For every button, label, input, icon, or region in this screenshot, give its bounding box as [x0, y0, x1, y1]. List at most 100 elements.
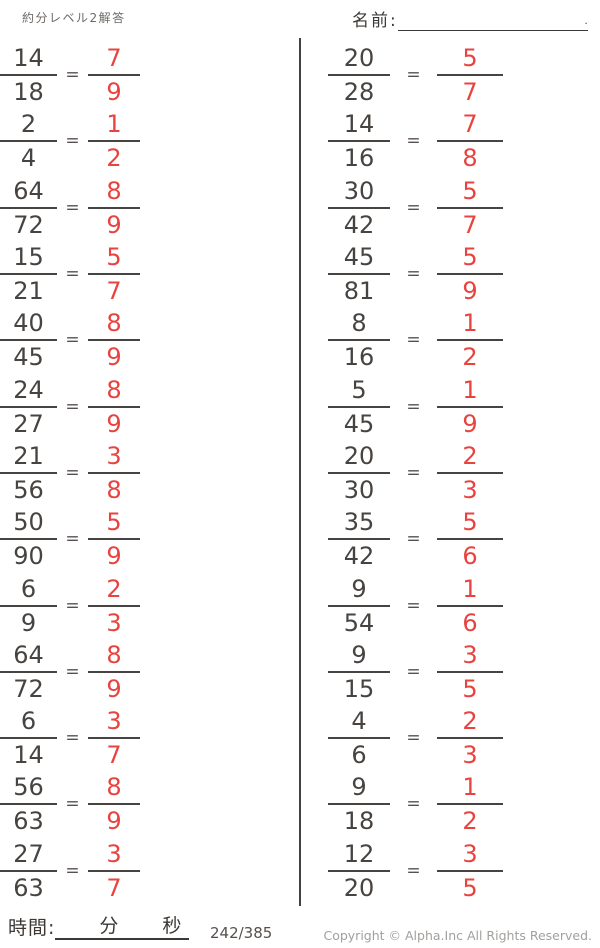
answer-numerator: 3	[88, 841, 140, 872]
copyright-notice: Copyright © Alpha.Inc All Rights Reserve…	[323, 928, 592, 943]
answer-numerator: 1	[437, 576, 503, 607]
answer-denominator: 3	[106, 608, 122, 637]
answer-numerator: 1	[88, 111, 140, 143]
name-label: 名前:	[352, 11, 398, 31]
question-fraction: 12 20	[328, 841, 390, 901]
question-fraction: 15 21	[0, 244, 57, 304]
answer-denominator: 9	[106, 210, 122, 239]
answer-denominator: 9	[106, 807, 122, 836]
question-numerator: 50	[0, 509, 57, 541]
equals-sign: =	[406, 330, 421, 351]
answer-denominator: 2	[462, 343, 478, 372]
equals-sign: =	[65, 860, 80, 881]
answer-denominator: 7	[462, 210, 478, 239]
question-fraction: 30 42	[328, 178, 390, 238]
question-numerator: 6	[0, 708, 57, 740]
answer-numerator: 5	[437, 509, 503, 541]
name-field: 名前: .	[352, 6, 588, 31]
answer-denominator: 9	[106, 78, 122, 107]
question-denominator: 6	[351, 741, 367, 770]
question-denominator: 21	[13, 277, 44, 306]
question-denominator: 42	[343, 542, 375, 571]
question-fraction: 9 54	[328, 576, 390, 636]
equals-sign: =	[406, 462, 421, 483]
question-fraction: 14 16	[328, 111, 390, 171]
answer-numerator: 8	[88, 642, 140, 673]
equals-sign: =	[406, 860, 421, 881]
question-denominator: 56	[13, 475, 44, 504]
question-numerator: 14	[0, 45, 57, 77]
answer-numerator: 8	[88, 178, 140, 209]
question-denominator: 72	[13, 210, 44, 239]
question-fraction: 64 72	[0, 642, 57, 702]
answer-denominator: 5	[462, 873, 478, 902]
question-denominator: 72	[13, 674, 44, 703]
question-numerator: 2	[0, 111, 57, 143]
answer-numerator: 7	[437, 111, 503, 143]
answer-denominator: 9	[106, 409, 122, 438]
answer-numerator: 8	[88, 774, 140, 806]
answer-numerator: 5	[437, 45, 503, 77]
question-fraction: 40 45	[0, 310, 57, 370]
question-numerator: 9	[328, 576, 390, 607]
answer-denominator: 8	[106, 475, 122, 504]
answer-denominator: 2	[106, 144, 122, 173]
time-label: 時間:	[8, 917, 56, 939]
answer-denominator: 9	[106, 674, 122, 703]
equals-sign: =	[65, 264, 80, 285]
question-numerator: 9	[328, 642, 390, 673]
answer-numerator: 2	[437, 708, 503, 740]
question-numerator: 45	[328, 244, 390, 276]
question-numerator: 12	[328, 841, 390, 872]
question-fraction: 27 63	[0, 841, 57, 901]
answer-numerator: 3	[88, 443, 140, 474]
question-denominator: 14	[13, 741, 44, 770]
answer-numerator: 3	[437, 642, 503, 673]
answer-numerator: 8	[88, 310, 140, 342]
answer-denominator: 5	[462, 674, 478, 703]
equals-sign: =	[406, 661, 421, 682]
equals-sign: =	[65, 794, 80, 815]
question-numerator: 27	[0, 841, 57, 872]
equals-sign: =	[406, 197, 421, 218]
question-fraction: 35 42	[328, 509, 390, 569]
equals-sign: =	[406, 131, 421, 152]
question-denominator: 45	[343, 409, 375, 438]
answer-denominator: 7	[462, 78, 478, 107]
question-numerator: 14	[328, 111, 390, 143]
answer-numerator: 8	[88, 377, 140, 408]
question-denominator: 27	[13, 409, 44, 438]
question-fraction: 45 81	[328, 244, 390, 304]
answer-denominator: 3	[462, 741, 478, 770]
answer-numerator: 1	[437, 310, 503, 342]
question-fraction: 6 14	[0, 708, 57, 768]
